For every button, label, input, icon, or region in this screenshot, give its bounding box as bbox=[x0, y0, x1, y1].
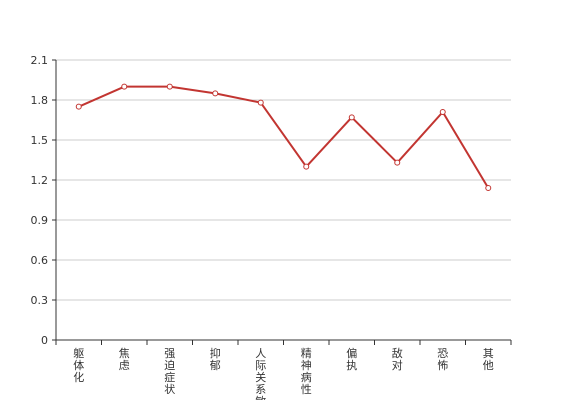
data-point bbox=[348, 114, 355, 121]
x-category-label: 抑郁 bbox=[210, 346, 221, 372]
x-category-label: 恐怖 bbox=[437, 347, 448, 372]
data-point bbox=[257, 99, 264, 106]
y-tick-label: 1.5 bbox=[31, 134, 49, 147]
data-point bbox=[439, 109, 446, 115]
data-point bbox=[75, 103, 82, 110]
grid-layer bbox=[56, 59, 511, 301]
x-category-label: 其他 bbox=[483, 347, 494, 372]
data-point bbox=[121, 83, 128, 90]
data-point bbox=[212, 90, 219, 97]
x-category-label: 敌对 bbox=[392, 346, 403, 372]
y-tick-label: 1.8 bbox=[31, 94, 49, 107]
data-point bbox=[394, 159, 401, 166]
data-point bbox=[485, 185, 492, 191]
x-category-label: 偏执 bbox=[346, 346, 357, 372]
series-layer bbox=[75, 83, 492, 191]
y-tick-label: 0.6 bbox=[31, 254, 49, 267]
data-point bbox=[303, 163, 310, 170]
x-category-label: 人际关系敏感 bbox=[255, 347, 266, 400]
x-category-label: 精神病性 bbox=[301, 347, 312, 396]
x-category-label: 强迫症状 bbox=[164, 347, 175, 396]
x-category-label: 焦虑 bbox=[119, 347, 130, 372]
series-line bbox=[78, 85, 490, 189]
y-tick-label: 1.2 bbox=[31, 174, 49, 187]
y-tick-label: 0.9 bbox=[31, 214, 49, 227]
x-category-label: 躯体化 bbox=[73, 347, 84, 384]
y-tick-label: 2.1 bbox=[31, 54, 49, 67]
data-point bbox=[166, 83, 173, 90]
y-tick-label: 0 bbox=[41, 334, 48, 347]
axis-layer: 0 0.3 0.6 0.9 1.2 1.5 1.8 2.1 躯体化 焦虑 强迫症状 抑郁 人际关系敏感 精… bbox=[31, 54, 512, 400]
y-tick-label: 0.3 bbox=[31, 294, 49, 307]
